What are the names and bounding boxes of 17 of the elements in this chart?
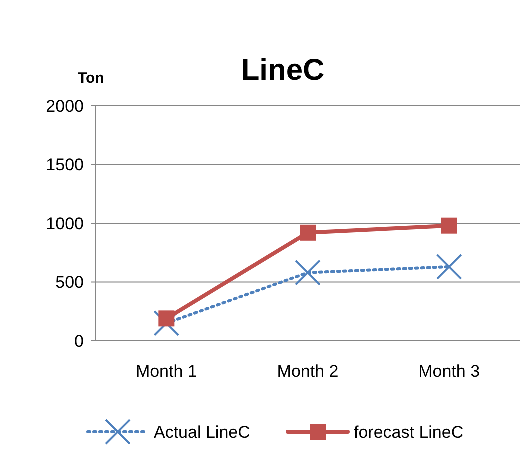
point [441,218,458,234]
point [436,254,462,280]
legend-label: Actual LineC [154,422,250,442]
legend-label: forecast LineC [354,422,464,442]
point [300,224,316,241]
y-axis-title: Ton [78,70,104,87]
x-tick-label: Month 2 [277,362,339,381]
y-tick-label: 500 [56,273,84,292]
x-tick-label: Month 3 [418,362,480,381]
y-tick-label: 1000 [46,214,84,234]
point [158,310,175,327]
x-tick-label: Month 1 [136,362,198,381]
y-tick-label: 0 [74,332,84,351]
y-tick-label: 2000 [46,96,84,116]
chart-title: LineC [241,54,325,87]
point [295,260,321,286]
y-tick-label: 1500 [46,156,84,175]
